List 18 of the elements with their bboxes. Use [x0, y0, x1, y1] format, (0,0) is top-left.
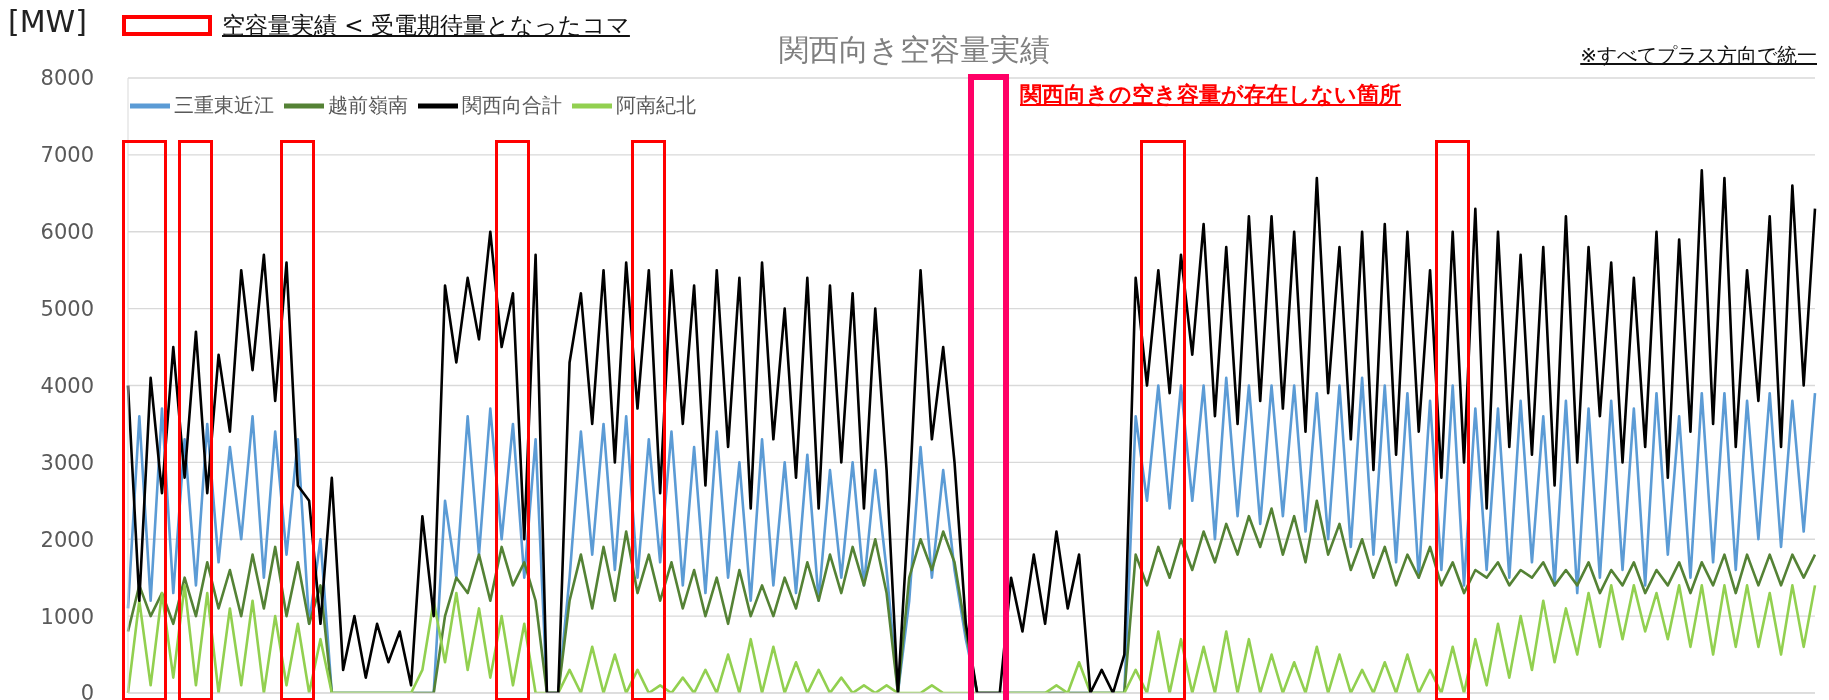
legend-label: 阿南紀北: [616, 92, 696, 117]
y-tick-label: 3000: [40, 450, 94, 475]
legend-label: 関西向合計: [462, 92, 562, 117]
y-tick-label: 8000: [40, 66, 94, 91]
legend-label: 三重東近江: [174, 92, 274, 117]
y-tick-label: 2000: [40, 527, 94, 552]
y-tick-label: 6000: [40, 220, 94, 245]
y-tick-label: 4000: [40, 373, 94, 398]
text: ※すべてプラス方向で統一: [1580, 42, 1817, 69]
legend-label: 越前嶺南: [328, 92, 408, 117]
annotation: 関西向きの空き容量が存在しない箇所: [1020, 81, 1401, 109]
y-tick-label: 5000: [40, 297, 94, 322]
y-tick-label: 0: [80, 681, 94, 700]
y-tick-label: 1000: [40, 604, 94, 629]
y-tick-label: 7000: [40, 143, 94, 168]
chart-title: 関西向き空容量実績: [779, 32, 1050, 67]
y-axis-title: [MW]: [8, 4, 87, 39]
text: 空容量実績 < 受電期待量となったコマ: [222, 11, 630, 40]
